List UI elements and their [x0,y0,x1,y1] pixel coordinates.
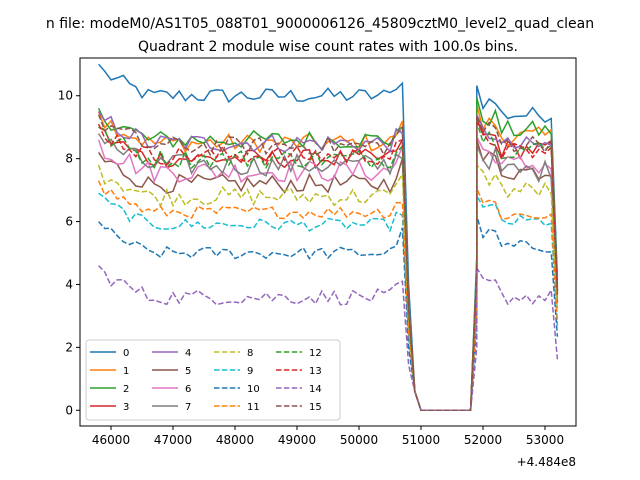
series-line-11 [97,180,559,412]
y-tick-label: 10 [58,89,73,103]
legend-label-13: 13 [309,366,322,377]
series-line-10 [98,215,559,412]
series-line-7 [97,133,559,412]
x-axis: 46000 47000 48000 49000 50000 51000 52000 53000 [92,426,564,447]
y-tick-label: 2 [65,340,73,354]
legend-box [85,339,341,421]
series-line-9 [98,192,559,412]
x-tick-label: 46000 [92,433,130,447]
legend-label-2: 2 [123,384,129,395]
series-line-15 [97,114,559,412]
series-line-0 [98,63,559,412]
y-tick-label: 8 [65,152,73,166]
legend-label-10: 10 [247,384,260,395]
legend-label-7: 7 [185,402,191,413]
x-tick-label: 53000 [526,433,564,447]
series-line-12 [98,120,559,412]
figure-suptitle: n file: modeM0/AS1T05_088T01_9000006126_… [46,16,594,32]
series-line-6 [97,136,559,412]
y-tick-label: 0 [65,403,73,417]
series-line-5 [97,139,559,412]
legend-label-12: 12 [309,348,322,359]
series-line-8 [97,163,559,412]
y-tick-label: 4 [65,277,73,291]
legend-label-6: 6 [185,384,191,395]
x-tick-label: 49000 [278,433,316,447]
legend-label-11: 11 [247,402,260,413]
legend-label-3: 3 [123,402,129,413]
series-line-13 [97,118,559,412]
legend-label-0: 0 [123,348,129,359]
legend-label-5: 5 [185,366,191,377]
legend-label-4: 4 [185,348,191,359]
legend-label-15: 15 [309,402,322,413]
legend-label-14: 14 [309,384,322,395]
legend-label-8: 8 [247,348,253,359]
x-tick-label: 51000 [402,433,440,447]
plot-lines [97,63,559,412]
x-tick-label: 47000 [154,433,192,447]
x-offset-label: +4.484e8 [517,455,576,469]
x-tick-label: 52000 [464,433,502,447]
x-tick-label: 48000 [216,433,254,447]
legend-label-1: 1 [123,366,129,377]
x-tick-label: 50000 [340,433,378,447]
y-tick-label: 6 [65,215,73,229]
chart-title: Quadrant 2 module wise count rates with … [138,39,518,55]
legend-label-9: 9 [247,366,253,377]
plot-frame [79,57,577,427]
y-axis: 0 2 4 6 8 10 [58,89,80,417]
